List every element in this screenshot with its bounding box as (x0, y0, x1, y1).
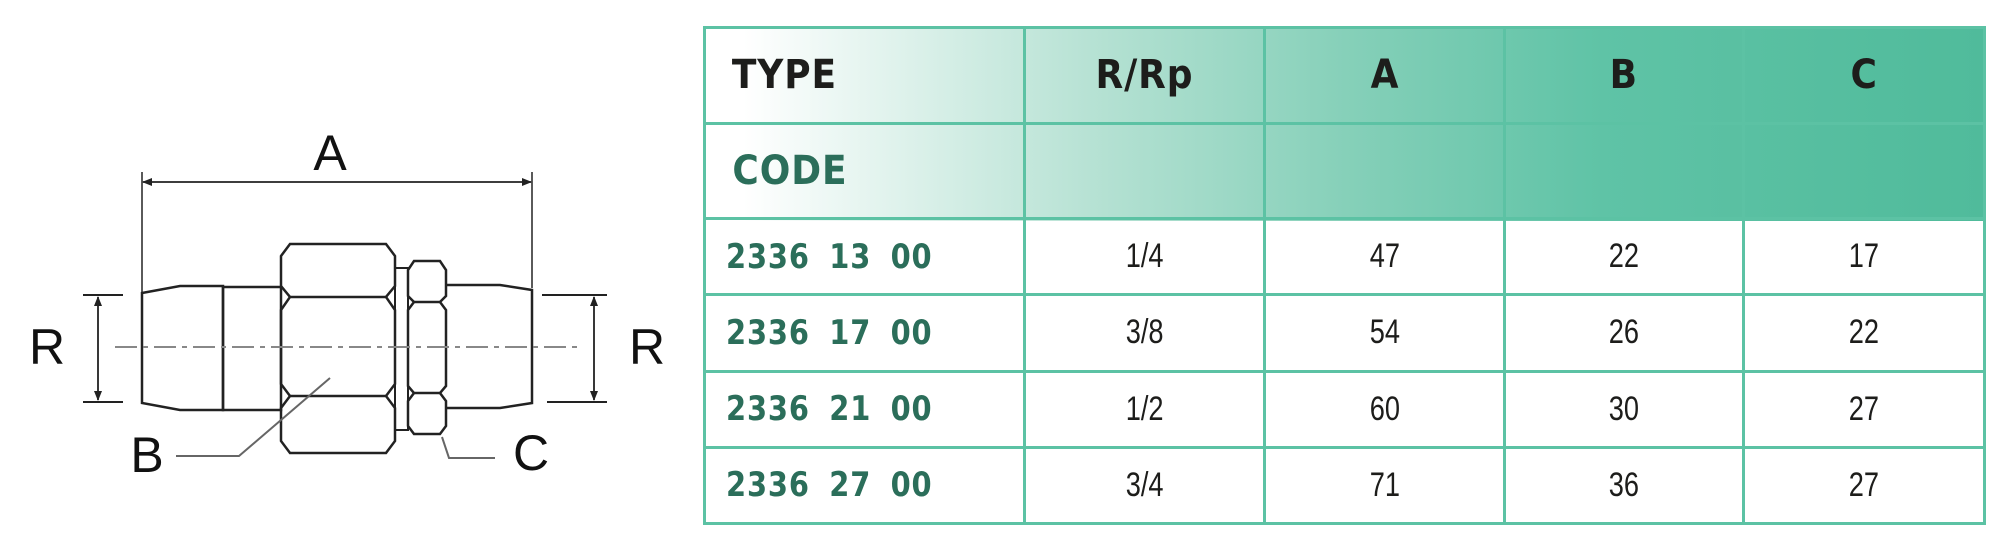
c-value: 17 (1848, 237, 1880, 276)
a-value: 60 (1369, 389, 1400, 428)
a-cell: 54 (1263, 293, 1506, 373)
a-cell: 60 (1263, 369, 1506, 449)
label-a: A (313, 125, 347, 181)
r-rp-cell: 1/4 (1023, 217, 1266, 297)
header-type-label: TYPE (731, 52, 838, 99)
header-a: A (1263, 26, 1506, 125)
c-cell: 27 (1742, 369, 1986, 449)
a-cell: 47 (1263, 217, 1506, 297)
hex-nut-b (279, 242, 397, 455)
b-cell: 26 (1503, 293, 1745, 373)
r-rp-value: 3/4 (1125, 465, 1164, 504)
c-cell: 27 (1742, 445, 1986, 526)
c-value: 27 (1848, 465, 1880, 504)
label-r-right: R (629, 319, 665, 375)
b-cell: 22 (1503, 217, 1745, 297)
code-value: 2336 13 00 (726, 236, 933, 277)
r-rp-cell: 1/2 (1023, 369, 1266, 449)
b-value: 36 (1608, 465, 1640, 504)
table-row: 2336 17 00 3/8 54 26 22 (703, 293, 1986, 373)
header-r-rp: R/Rp (1023, 26, 1266, 125)
header-a-label: A (1370, 52, 1399, 99)
fitting-diagram: A R R B C (29, 125, 665, 483)
label-c: C (513, 425, 549, 481)
header-r-rp-label: R/Rp (1095, 52, 1194, 99)
a-cell: 71 (1263, 445, 1506, 526)
label-r-left: R (29, 319, 65, 375)
empty-cell (1023, 121, 1266, 221)
header-b: B (1503, 26, 1745, 125)
table-row: 2336 13 00 1/4 47 22 17 (703, 217, 1986, 297)
table-row: 2336 21 00 1/2 60 30 27 (703, 369, 1986, 449)
code-cell: 2336 17 00 (703, 293, 1026, 373)
code-value: 2336 17 00 (726, 312, 933, 353)
code-cell: 2336 13 00 (703, 217, 1026, 297)
header-code-label: CODE (732, 147, 848, 194)
header-row: TYPE R/Rp A B C (703, 26, 1986, 125)
c-value: 22 (1848, 313, 1880, 352)
a-value: 54 (1369, 313, 1400, 352)
a-value: 47 (1369, 237, 1400, 276)
header-c: C (1742, 26, 1986, 125)
b-value: 26 (1608, 313, 1640, 352)
b-value: 30 (1608, 389, 1640, 428)
washer (394, 267, 409, 431)
c-value: 27 (1848, 389, 1880, 428)
empty-cell (1263, 121, 1506, 221)
code-cell: 2336 27 00 (703, 445, 1026, 526)
leader-b (176, 377, 331, 457)
b-cell: 36 (1503, 445, 1745, 526)
a-value: 71 (1369, 465, 1400, 504)
r-rp-cell: 3/4 (1023, 445, 1266, 526)
header-code: CODE (703, 121, 1026, 221)
code-cell: 2336 21 00 (703, 369, 1026, 449)
header-type: TYPE (703, 26, 1026, 125)
right-threaded-pipe (446, 283, 534, 410)
code-value: 2336 27 00 (726, 465, 933, 506)
leader-c (441, 436, 495, 459)
empty-cell (1742, 121, 1986, 221)
r-rp-value: 1/2 (1125, 389, 1164, 428)
label-b: B (130, 427, 163, 483)
r-rp-cell: 3/8 (1023, 293, 1266, 373)
code-value: 2336 21 00 (726, 389, 933, 430)
b-value: 22 (1608, 237, 1640, 276)
empty-cell (1503, 121, 1745, 221)
r-rp-value: 3/8 (1125, 313, 1164, 352)
c-cell: 22 (1742, 293, 1986, 373)
header-b-label: B (1609, 52, 1639, 99)
dimension-table: TYPE R/Rp A B C CODE 2336 13 00 1/4 47 2… (703, 26, 1986, 526)
left-collar (221, 285, 283, 412)
table-row: 2336 27 00 3/4 71 36 27 (703, 445, 1986, 526)
c-cell: 17 (1742, 217, 1986, 297)
code-header-row: CODE (703, 121, 1986, 221)
header-c-label: C (1850, 52, 1878, 99)
r-rp-value: 1/4 (1125, 237, 1164, 276)
lock-nut-c (406, 259, 448, 436)
b-cell: 30 (1503, 369, 1745, 449)
